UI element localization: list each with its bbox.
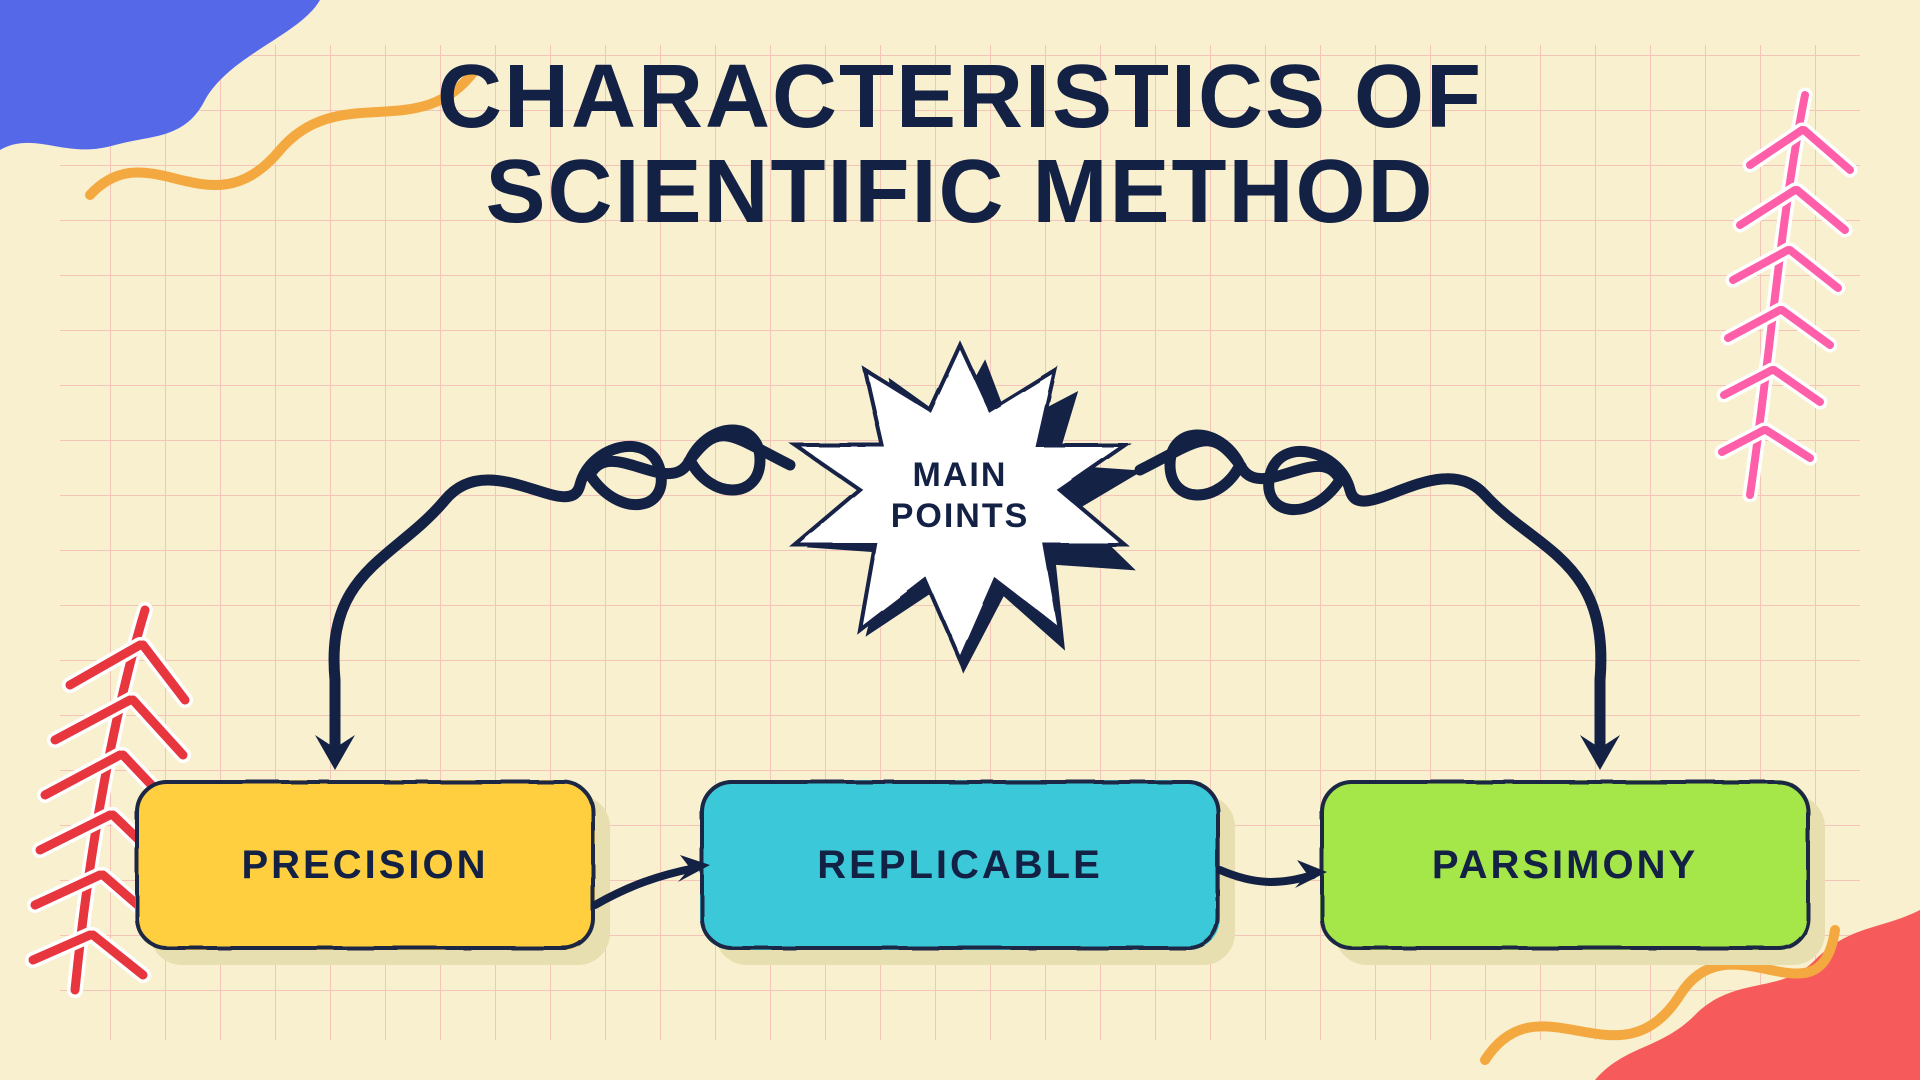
curly-arrow-left [260,390,820,790]
title-line-1: CHARACTERISTICS OF [96,50,1824,145]
card-precision: PRECISION [135,780,595,950]
title-line-2: SCIENTIFIC METHOD [96,145,1824,240]
connector-arrow-1 [590,850,720,930]
curly-arrow-right [1110,390,1690,790]
page-title: CHARACTERISTICS OF SCIENTIFIC METHOD [96,50,1824,239]
burst-line-1: MAIN [891,455,1030,496]
card-replicable: REPLICABLE [700,780,1220,950]
card-parsimony: PARSIMONY [1320,780,1810,950]
burst-line-2: POINTS [891,496,1030,537]
infographic-canvas: CHARACTERISTICS OF SCIENTIFIC METHOD MAI… [0,0,1920,1080]
burst-label: MAIN POINTS [891,455,1030,537]
connector-arrow-2 [1215,850,1335,920]
